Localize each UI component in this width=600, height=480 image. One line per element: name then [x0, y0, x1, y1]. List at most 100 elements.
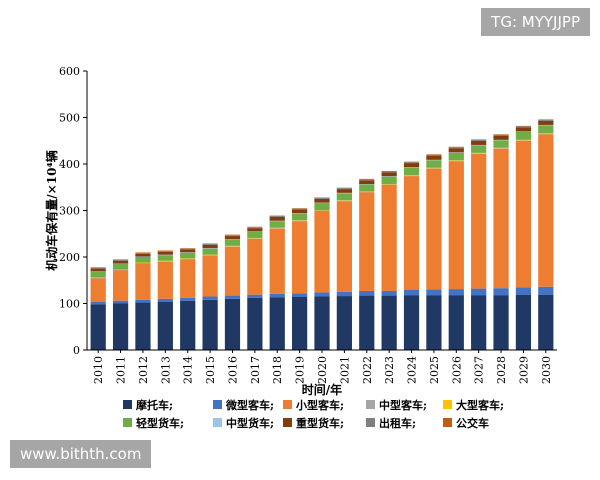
bar-segment-2021-s2: [336, 201, 352, 292]
legend-label-9: 公交车: [456, 416, 489, 430]
bar-segment-2016-s0: [224, 298, 241, 350]
legend-label-2: 小型客车;: [295, 398, 344, 412]
bar-segment-2026-s8: [448, 147, 464, 149]
bar-segment-2018-s0: [269, 297, 285, 350]
bar-segment-2017-s8: [247, 227, 263, 229]
bar-segment-2025-s1: [426, 289, 442, 296]
x-tick-label-2015: 2015: [204, 356, 217, 384]
bar-segment-2028-s5: [493, 140, 509, 148]
y-tick-label-0: 0: [73, 344, 80, 357]
bar-segment-2014-s2: [180, 259, 196, 298]
bar-segment-2017-s2: [247, 238, 263, 295]
legend-swatch-4: [443, 400, 452, 409]
bar-segment-2012-s7: [135, 253, 151, 257]
legend-swatch-7: [283, 418, 292, 427]
bar-segment-2020-s7: [314, 198, 330, 203]
bar-segment-2019-s2: [292, 221, 308, 294]
bar-segment-2024-s7: [403, 163, 420, 168]
bar-segment-2026-s0: [448, 295, 464, 350]
bar-segment-2016-s8: [224, 235, 241, 237]
legend-swatch-8: [366, 418, 375, 427]
legend-label-5: 轻型货车;: [136, 416, 184, 430]
bar-segment-2029-s0: [515, 294, 532, 350]
bar-segment-2013-s8: [157, 250, 173, 252]
bar-segment-2023-s8: [381, 171, 397, 173]
x-tick-label-2027: 2027: [473, 356, 486, 384]
bar-segment-2021-s0: [336, 296, 352, 350]
bar-segment-2020-s8: [314, 197, 330, 199]
bar-segment-2018-s1: [269, 293, 285, 298]
bar-segment-2013-s5: [157, 255, 173, 261]
bar-segment-2026-s5: [448, 152, 464, 161]
legend-swatch-0: [123, 400, 132, 409]
x-tick-label-2016: 2016: [226, 356, 239, 384]
bar-segment-2017-s5: [247, 231, 263, 238]
bar-segment-2027-s5: [471, 145, 487, 153]
bar-segment-2018-s2: [269, 228, 285, 294]
bar-segment-2025-s0: [426, 295, 442, 350]
x-tick-label-2022: 2022: [361, 356, 374, 384]
bar-segment-2027-s8: [471, 139, 487, 141]
bar-segment-2021-s8: [336, 188, 352, 190]
y-tick-label-600: 600: [59, 65, 80, 78]
bar-segment-2030-s8: [538, 119, 554, 121]
bar-segment-2025-s7: [426, 155, 442, 160]
bar-segment-2027-s1: [471, 288, 487, 296]
bar-segment-2028-s2: [493, 148, 509, 289]
y-tick-label-200: 200: [59, 251, 80, 264]
bar-segment-2024-s8: [403, 162, 420, 164]
bar-segment-2029-s1: [515, 287, 532, 295]
bar-segment-2027-s2: [471, 153, 487, 289]
bar-segment-2025-s2: [426, 168, 442, 290]
bar-segment-2018-s7: [269, 217, 285, 221]
bar-segment-2028-s0: [493, 295, 509, 350]
x-axis-title: 时间/年: [302, 382, 342, 397]
bar-segment-2017-s0: [247, 297, 263, 350]
bar-segment-2010-s8: [90, 267, 106, 269]
bars-layer: [90, 119, 554, 350]
x-tick-label-2025: 2025: [428, 356, 441, 384]
x-tick-label-2018: 2018: [271, 356, 284, 384]
legend-label-4: 大型客车;: [456, 398, 504, 412]
bar-segment-2010-s0: [90, 304, 106, 350]
bar-segment-2022-s2: [359, 192, 375, 291]
bar-segment-2012-s0: [135, 302, 151, 350]
bar-segment-2020-s5: [314, 203, 330, 211]
watermark-top-right: TG: MYYJJPP: [481, 8, 590, 36]
legend-swatch-2: [283, 400, 292, 409]
bar-segment-2011-s7: [112, 260, 129, 264]
bar-segment-2029-s7: [515, 127, 532, 132]
x-tick-label-2013: 2013: [159, 356, 172, 384]
bar-segment-2011-s2: [112, 270, 129, 301]
bar-segment-2016-s7: [224, 236, 241, 240]
bar-segment-2015-s7: [202, 244, 218, 249]
bar-segment-2014-s7: [180, 249, 196, 253]
bar-segment-2020-s1: [314, 292, 330, 297]
bar-segment-2029-s2: [515, 140, 532, 288]
bar-segment-2014-s0: [180, 300, 196, 350]
bar-segment-2013-s0: [157, 301, 173, 350]
bar-segment-2025-s5: [426, 160, 442, 168]
bar-segment-2019-s7: [292, 209, 308, 214]
bar-segment-2017-s1: [247, 294, 263, 298]
bar-segment-2026-s7: [448, 148, 464, 153]
bar-segment-2029-s5: [515, 131, 532, 140]
y-tick-label-100: 100: [59, 298, 80, 311]
bar-segment-2021-s7: [336, 189, 352, 193]
x-tick-label-2026: 2026: [450, 356, 463, 384]
bar-segment-2019-s0: [292, 296, 308, 350]
bar-segment-2030-s1: [538, 286, 554, 295]
bar-segment-2014-s8: [180, 248, 196, 250]
x-tick-label-2023: 2023: [383, 356, 396, 384]
watermark-bottom-left: www.bithth.com: [10, 440, 152, 468]
x-tick-label-2019: 2019: [294, 356, 307, 384]
y-tick-label-500: 500: [59, 112, 80, 125]
bar-segment-2021-s5: [336, 193, 352, 201]
legend-swatch-9: [443, 418, 452, 427]
legend-label-6: 中型货车;: [226, 416, 274, 430]
bar-segment-2015-s0: [202, 299, 218, 350]
bar-segment-2023-s1: [381, 290, 397, 296]
legend-label-7: 重型货车;: [296, 416, 344, 430]
bar-segment-2022-s0: [359, 295, 375, 350]
